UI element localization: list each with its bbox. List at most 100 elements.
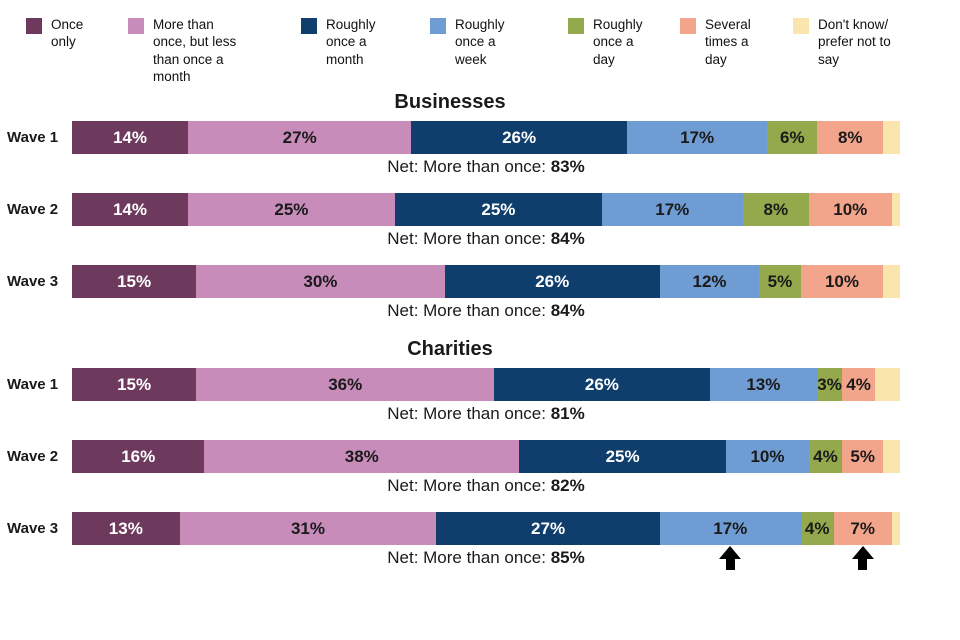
bar-segment [891, 193, 900, 227]
legend-item: Roughly once a month [301, 16, 430, 85]
bar-segment: 30% [196, 265, 445, 299]
legend-swatch-icon [301, 18, 317, 34]
wave-label: Wave 3 [7, 273, 59, 291]
bar-segment: 17% [659, 512, 801, 546]
legend-item: Don't know/ prefer not to say [793, 16, 925, 85]
net-label-line: Net: More than once: 83% [72, 154, 900, 184]
bar-segment: 4% [841, 368, 876, 402]
bar-segment: 10% [808, 193, 892, 227]
legend-item: Roughly once a day [568, 16, 680, 85]
legend-swatch-icon [430, 18, 446, 34]
net-label-line: Net: More than once: 84% [72, 226, 900, 256]
legend-item: Once only [26, 16, 128, 85]
stacked-bar-chart: Businesses Wave 1 14% 27% 26% 17% 6% 8% Net: Mor… [0, 85, 960, 575]
stacked-bar: 15% 36% 26% 13% 3% 4% [72, 368, 900, 402]
wave-label: Wave 1 [7, 129, 59, 147]
legend-swatch-icon [568, 18, 584, 34]
net-label: Net: More than once: [387, 548, 551, 568]
net-value: 81% [550, 404, 585, 424]
net-value: 84% [550, 301, 585, 321]
bar-segment: 13% [709, 368, 818, 402]
bar-segment: 13% [72, 512, 180, 546]
legend-item: Roughly once a week [430, 16, 568, 85]
net-value: 85% [550, 548, 585, 568]
bar-segment: 27% [187, 121, 412, 155]
bar-segment: 12% [659, 265, 760, 299]
bar-row: Wave 3 13% 31% 27% 17% 4% 7% [0, 512, 960, 546]
bar-segment: 8% [742, 193, 809, 227]
net-value: 82% [550, 476, 585, 496]
significance-up-arrow-icon [719, 546, 742, 571]
bar-segment: 25% [394, 193, 602, 227]
stacked-bar: 16% 38% 25% 10% 4% 5% [72, 440, 900, 474]
bar-row: Wave 2 14% 25% 25% 17% 8% 10% [0, 193, 960, 227]
wave-label: Wave 2 [7, 201, 59, 219]
bar-segment: 10% [800, 265, 884, 299]
stacked-bar: 13% 31% 27% 17% 4% 7% [72, 512, 900, 546]
legend-label: Once only [51, 17, 84, 50]
bar-row: Wave 1 14% 27% 26% 17% 6% 8% [0, 121, 960, 155]
bar-segment: 26% [411, 121, 627, 155]
net-label-line: Net: More than once: 84% [72, 298, 900, 328]
bar-segment: 26% [444, 265, 660, 299]
bar-row: Wave 3 15% 30% 26% 12% 5% 10% [0, 265, 960, 299]
legend-item: Several times a day [680, 16, 793, 85]
arrow-stem [858, 559, 868, 571]
arrow-head [719, 546, 742, 560]
bar-row: Wave 1 15% 36% 26% 13% 3% 4% [0, 368, 960, 402]
net-label-line: Net: More than once: 85% [72, 545, 900, 575]
legend-item: More than once, but less than once a mon… [128, 16, 301, 85]
bar-segment [891, 512, 900, 546]
net-label-line: Net: More than once: 81% [72, 401, 900, 431]
legend-swatch-icon [128, 18, 144, 34]
wave-label: Wave 3 [7, 520, 59, 538]
legend-label: Don't know/ prefer not to say [818, 17, 891, 67]
bar-segment [883, 265, 900, 299]
bar-segment [883, 121, 900, 155]
legend-label: Roughly once a week [455, 17, 505, 67]
legend-label: Roughly once a day [593, 17, 643, 67]
bar-segment: 31% [179, 512, 437, 546]
legend-swatch-icon [793, 18, 809, 34]
net-label: Net: More than once: [387, 301, 551, 321]
legend: Once only More than once, but less than o… [0, 0, 960, 85]
bar-segment: 14% [72, 193, 188, 227]
stacked-bar: 15% 30% 26% 12% 5% 10% [72, 265, 900, 299]
net-label: Net: More than once: [387, 404, 551, 424]
bar-segment: 15% [72, 265, 197, 299]
bar-segment: 17% [626, 121, 768, 155]
bar-segment: 3% [817, 368, 842, 402]
bar-segment: 7% [833, 512, 892, 546]
section-title: Charities [407, 338, 493, 361]
significance-up-arrow-icon [851, 546, 874, 571]
legend-label: More than once, but less than once a mon… [153, 17, 237, 84]
bar-segment: 8% [817, 121, 884, 155]
bar-segment: 6% [767, 121, 818, 155]
stacked-bar: 14% 27% 26% 17% 6% 8% [72, 121, 900, 155]
bar-segment: 25% [519, 440, 727, 474]
arrow-stem [725, 559, 735, 571]
bar-segment: 26% [494, 368, 710, 402]
wave-label: Wave 1 [7, 376, 59, 394]
legend-swatch-icon [680, 18, 696, 34]
stacked-bar: 14% 25% 25% 17% 8% 10% [72, 193, 900, 227]
bar-segment: 36% [196, 368, 495, 402]
bar-segment: 15% [72, 368, 197, 402]
bar-segment: 10% [726, 440, 809, 474]
bar-segment: 17% [601, 193, 743, 227]
bar-segment: 5% [759, 265, 801, 299]
bar-row: Wave 2 16% 38% 25% 10% 4% 5% [0, 440, 960, 474]
bar-segment [883, 440, 900, 474]
bar-segment: 14% [72, 121, 188, 155]
net-label: Net: More than once: [387, 229, 551, 249]
bar-segment: 25% [187, 193, 395, 227]
net-label: Net: More than once: [387, 476, 551, 496]
wave-label: Wave 2 [7, 448, 59, 466]
bar-segment [875, 368, 900, 402]
bar-segment: 5% [842, 440, 884, 474]
section-title: Businesses [394, 91, 506, 114]
legend-label: Roughly once a month [326, 17, 376, 67]
arrow-head [851, 546, 874, 560]
bar-segment: 38% [204, 440, 520, 474]
net-value: 83% [550, 157, 585, 177]
